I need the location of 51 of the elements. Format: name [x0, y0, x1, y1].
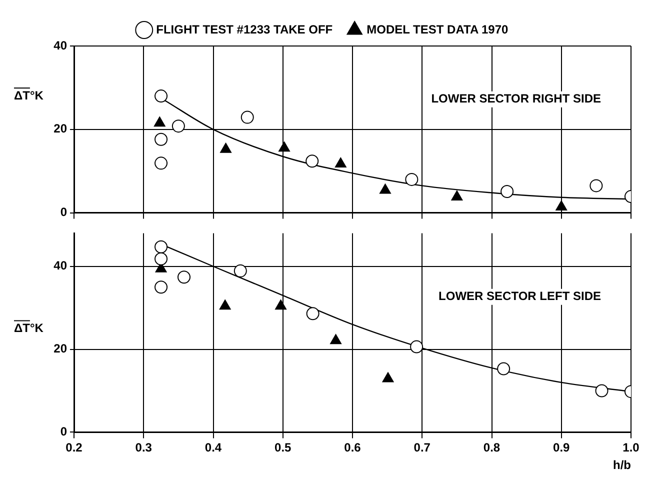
y-tick-label: 0 [60, 424, 68, 439]
y-axis-title: ΔT°K [14, 321, 44, 336]
point [382, 372, 394, 382]
x-tick-label: 1.0 [622, 440, 640, 455]
point [240, 110, 254, 124]
x-tick-label: 0.8 [483, 440, 500, 455]
point [154, 252, 168, 266]
point [154, 280, 168, 294]
point [306, 307, 320, 320]
x-tick-label: 0.9 [553, 440, 570, 455]
y-tick-label: 20 [54, 122, 68, 136]
y-tick-label: 0 [60, 205, 68, 220]
x-tick-label: 0.6 [344, 440, 362, 455]
point [154, 156, 168, 170]
point [172, 120, 185, 133]
point [178, 270, 191, 284]
y-tick-label: 20 [54, 342, 68, 356]
point [497, 362, 510, 376]
point [595, 384, 608, 398]
point [154, 90, 168, 103]
point [220, 142, 232, 153]
point [330, 334, 342, 344]
legend-label: MODEL TEST DATA 1970 [366, 22, 509, 36]
point [306, 154, 319, 168]
x-tick-label: 0.3 [135, 440, 152, 455]
point [405, 172, 418, 186]
point [334, 158, 346, 168]
annotation: LOWER SECTOR LEFT SIDE [438, 289, 601, 304]
point [278, 142, 290, 152]
point [219, 300, 231, 310]
point [380, 184, 391, 194]
point [154, 240, 168, 254]
point [154, 116, 166, 127]
y-axis-title: ΔT°K [14, 88, 44, 102]
x-tick-label: 0.4 [204, 440, 222, 455]
x-tick-label: 0.5 [274, 440, 292, 455]
point [556, 200, 568, 210]
y-tick-label: 40 [54, 38, 68, 52]
point [275, 300, 286, 310]
x-axis-title: h/b [613, 458, 631, 472]
x-tick-label: 0.7 [414, 440, 431, 455]
annotation: LOWER SECTOR RIGHT SIDE [431, 92, 601, 106]
legend-label: FLIGHT TEST #1233 TAKE OFF [156, 22, 333, 36]
point [154, 132, 168, 146]
point [500, 185, 514, 198]
x-tick-label: 0.2 [66, 440, 83, 455]
point [410, 340, 424, 354]
point [234, 264, 247, 278]
y-tick-label: 40 [54, 258, 68, 273]
point [590, 179, 603, 192]
point [451, 190, 463, 200]
